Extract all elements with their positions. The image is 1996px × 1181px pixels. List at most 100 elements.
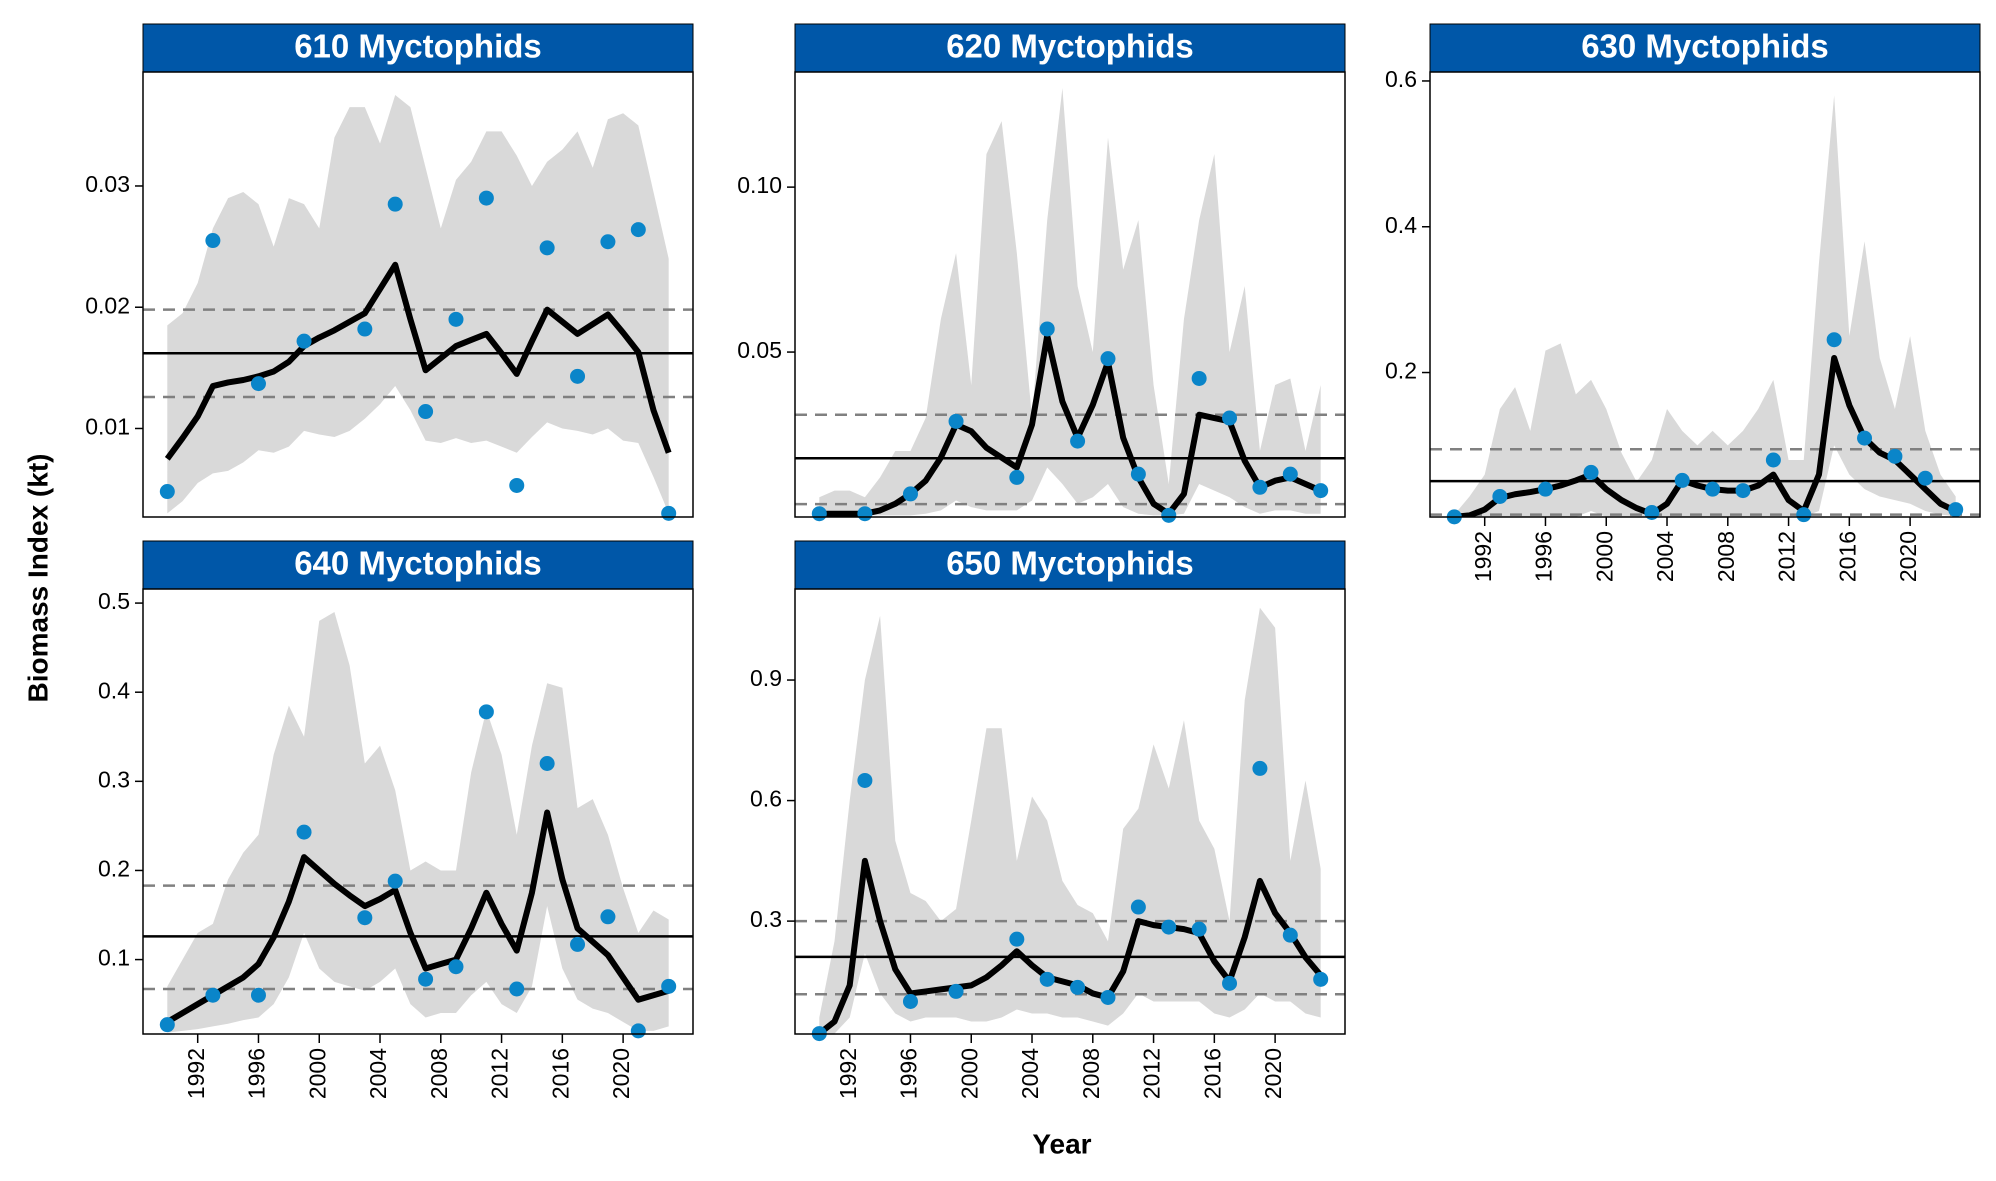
observed-point xyxy=(357,910,373,926)
observed-point xyxy=(1009,931,1025,947)
panel-frame xyxy=(142,588,694,1035)
strip xyxy=(794,540,1346,590)
observed-point xyxy=(296,824,312,840)
y-axis-title: Biomass Index (kt) xyxy=(22,454,53,703)
observed-point xyxy=(448,959,464,975)
x-tick-label: 1996 xyxy=(896,1048,922,1099)
observed-point xyxy=(1161,919,1177,935)
x-tick-label: 2020 xyxy=(1260,1048,1286,1099)
observed-point xyxy=(1130,899,1146,915)
observed-point xyxy=(1100,351,1116,367)
x-tick-label: 1992 xyxy=(835,1048,861,1099)
observed-point xyxy=(1130,466,1146,482)
observed-point xyxy=(1039,321,1055,337)
observed-point xyxy=(1282,466,1298,482)
observed-point xyxy=(357,321,373,337)
y-tick-label: 0.6 xyxy=(1385,66,1417,92)
panel-title: 610 Myctophids xyxy=(294,28,542,65)
observed-point xyxy=(1313,483,1329,499)
observed-point xyxy=(600,909,616,925)
x-tick-label: 1992 xyxy=(183,1048,209,1099)
observed-point xyxy=(1826,332,1842,348)
y-tick-label: 0.5 xyxy=(98,588,130,614)
observed-point xyxy=(250,376,266,392)
observed-point xyxy=(948,983,964,999)
x-tick-label: 2000 xyxy=(1591,531,1617,582)
panel-frame xyxy=(142,71,694,518)
observed-point xyxy=(1948,502,1964,518)
observed-point xyxy=(296,333,312,349)
observed-point xyxy=(478,190,494,206)
observed-point xyxy=(1191,921,1207,937)
panel-title: 620 Myctophids xyxy=(946,28,1194,65)
panel: 630 Myctophids 0.2 0.4 0.6 1992 1996 2000 2004 2… xyxy=(1385,23,1981,582)
strip xyxy=(142,540,694,590)
observed-point xyxy=(630,1023,646,1039)
observed-point xyxy=(1313,971,1329,987)
observed-point xyxy=(1282,927,1298,943)
x-axis-title: Year xyxy=(1032,1128,1091,1159)
y-tick-label: 0.10 xyxy=(737,172,782,198)
observed-point xyxy=(1191,370,1207,386)
panel-frame xyxy=(794,71,1346,518)
observed-point xyxy=(250,987,266,1003)
y-tick-label: 0.3 xyxy=(98,766,130,792)
observed-point xyxy=(387,196,403,212)
plot-area xyxy=(1430,95,1980,517)
observed-point xyxy=(1765,452,1781,468)
x-tick-label: 2008 xyxy=(1078,1048,1104,1099)
panel: 620 Myctophids 0.05 0.10 xyxy=(737,23,1346,523)
x-tick-label: 2004 xyxy=(365,1048,391,1099)
observed-point xyxy=(857,772,873,788)
observed-point xyxy=(159,1017,175,1033)
x-tick-label: 2004 xyxy=(1652,531,1678,582)
plot-area xyxy=(795,88,1345,517)
observed-point xyxy=(1796,507,1812,523)
observed-point xyxy=(539,240,555,256)
panel: 650 Myctophids 0.3 0.6 0.9 1992 1996 2000 2004 2… xyxy=(750,540,1346,1099)
observed-point xyxy=(1252,760,1268,776)
y-tick-label: 0.2 xyxy=(1385,358,1417,384)
y-tick-label: 0.1 xyxy=(98,945,130,971)
observed-point xyxy=(1917,470,1933,486)
x-tick-label: 2012 xyxy=(1774,531,1800,582)
panel: 610 Myctophids 0.01 0.02 0.03 xyxy=(85,23,694,521)
confidence-band xyxy=(819,88,1321,516)
observed-point xyxy=(1252,479,1268,495)
x-tick-label: 2016 xyxy=(547,1048,573,1099)
observed-point xyxy=(1583,464,1599,480)
x-tick-label: 1996 xyxy=(1531,531,1557,582)
x-tick-label: 2020 xyxy=(608,1048,634,1099)
observed-point xyxy=(1537,481,1553,497)
observed-point xyxy=(418,971,434,987)
estimate-line xyxy=(1454,354,1957,517)
x-tick-label: 2016 xyxy=(1834,531,1860,582)
x-tick-label: 2004 xyxy=(1017,1048,1043,1099)
panel-frame xyxy=(794,588,1346,1035)
observed-point xyxy=(1705,481,1721,497)
observed-point xyxy=(1887,448,1903,464)
plot-area xyxy=(795,607,1345,1034)
y-tick-label: 0.05 xyxy=(737,337,782,363)
observed-point xyxy=(478,704,494,720)
panel: 640 Myctophids 0.1 0.2 0.3 0.4 0.5 1992 1996 200… xyxy=(98,540,694,1099)
observed-point xyxy=(902,486,918,502)
observed-point xyxy=(600,234,616,250)
estimate-line xyxy=(817,857,1323,1034)
observed-point xyxy=(811,506,827,522)
panel-frame xyxy=(1429,71,1981,518)
observed-point xyxy=(661,978,677,994)
observed-point xyxy=(205,233,221,249)
y-tick-label: 0.03 xyxy=(85,171,130,197)
observed-point xyxy=(570,368,586,384)
y-tick-label: 0.4 xyxy=(1385,212,1417,238)
panel-title: 650 Myctophids xyxy=(946,545,1194,582)
y-tick-label: 0.2 xyxy=(98,856,130,882)
observed-point xyxy=(159,484,175,500)
observed-point xyxy=(857,506,873,522)
panel-title: 630 Myctophids xyxy=(1581,28,1829,65)
y-tick-label: 0.3 xyxy=(750,906,782,932)
x-tick-label: 2000 xyxy=(956,1048,982,1099)
